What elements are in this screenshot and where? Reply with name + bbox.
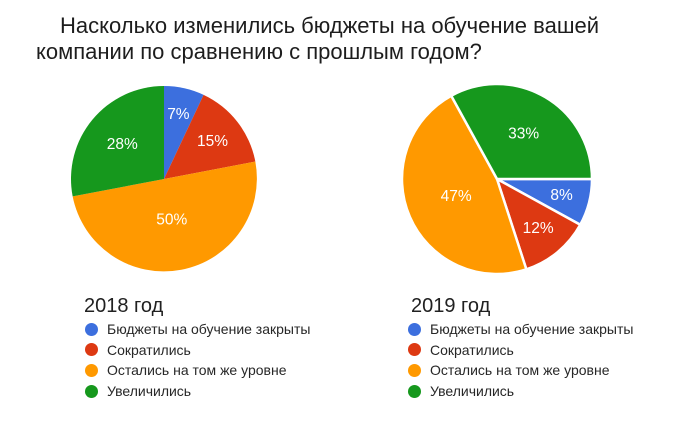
pie-chart-2019: 8% 12% 47% 33% (400, 82, 594, 276)
legend-swatch-icon (408, 363, 421, 377)
legend-label: Бюджеты на обучение закрыты (107, 321, 311, 338)
legend-label: Остались на том же уровне (430, 362, 610, 379)
legend-swatch-icon (408, 322, 421, 336)
pie-slice-value-label: 12% (523, 220, 554, 237)
pie-slice-value-label: 47% (441, 188, 472, 205)
pie-slice-value-label: 28% (107, 136, 138, 153)
pie-slice-value-label: 8% (550, 187, 573, 204)
legend-swatch-icon (85, 384, 98, 398)
legend-2018: Бюджеты на обучение закрыты Сократились Ос… (85, 319, 310, 401)
pie-slice-1 (495, 177, 582, 271)
pie-slice-value-label: 50% (156, 212, 187, 229)
legend-label: Увеличились (430, 383, 515, 400)
legend-swatch-icon (85, 363, 98, 377)
legend-swatch-icon (408, 343, 421, 357)
legend-item: Бюджеты на обучение закрыты (408, 319, 633, 340)
legend-label: Остались на том же уровне (107, 362, 287, 379)
pie-slice-0 (164, 86, 204, 179)
pie-chart-2018: 7% 15% 50% 28% (71, 86, 257, 272)
legend-item: Остались на том же уровне (85, 360, 310, 381)
legend-item: Увеличились (408, 381, 633, 402)
pie-slice-value-label: 15% (197, 133, 228, 150)
legend-swatch-icon (408, 384, 421, 398)
legend-label: Бюджеты на обучение закрыты (430, 321, 634, 338)
legend-2019: Бюджеты на обучение закрыты Сократились Ос… (408, 319, 633, 401)
chart-caption-2018: 2018 год (84, 295, 164, 317)
legend-swatch-icon (85, 322, 98, 336)
chart-caption-2019: 2019 год (411, 295, 491, 317)
pie-slice-3 (449, 82, 594, 181)
legend-item: Увеличились (85, 381, 310, 402)
legend-item: Бюджеты на обучение закрыты (85, 319, 310, 340)
page-title: Насколько изменились бюджеты на обучение… (36, 13, 599, 64)
legend-item: Остались на том же уровне (408, 360, 633, 381)
pie-slice-3 (71, 86, 164, 197)
legend-label: Увеличились (107, 383, 192, 400)
legend-item: Сократились (85, 340, 310, 361)
legend-swatch-icon (85, 343, 98, 357)
legend-item: Сократились (408, 340, 633, 361)
pie-slice-value-label: 33% (508, 125, 539, 142)
pie-slice-2 (400, 94, 528, 276)
pie-slice-2 (72, 161, 257, 272)
pie-slice-value-label: 7% (167, 106, 190, 123)
legend-label: Сократились (107, 341, 191, 358)
pie-slice-1 (164, 94, 256, 179)
legend-label: Сократились (430, 341, 514, 358)
